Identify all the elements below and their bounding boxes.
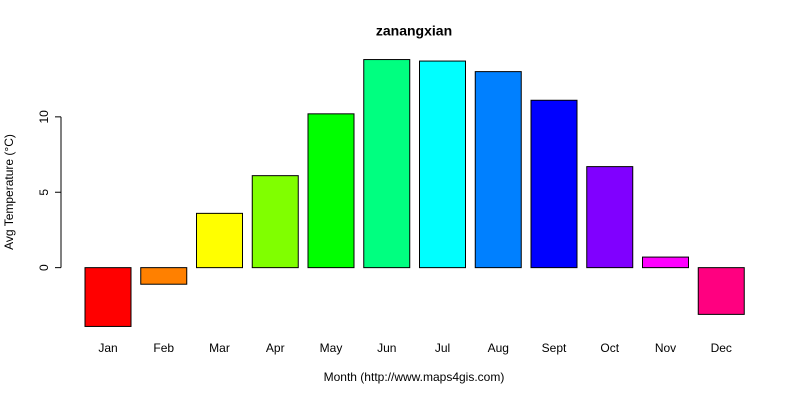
bar bbox=[474, 71, 522, 269]
x-tick-label: Apr bbox=[266, 341, 285, 355]
bar bbox=[196, 212, 243, 269]
bar bbox=[363, 59, 411, 269]
x-tick-label: Jun bbox=[377, 341, 396, 355]
chart-title: zanangxian bbox=[376, 23, 452, 39]
x-tick-label: May bbox=[320, 341, 343, 355]
x-tick-label: Feb bbox=[153, 341, 174, 355]
y-axis-label: Avg Temperature (°C) bbox=[2, 134, 16, 250]
bar bbox=[530, 99, 578, 269]
bar bbox=[307, 113, 355, 269]
x-tick-label: Dec bbox=[711, 341, 732, 355]
x-tick-label: Nov bbox=[655, 341, 676, 355]
bar bbox=[84, 267, 132, 327]
x-axis-label: Month (http://www.maps4gis.com) bbox=[324, 370, 505, 384]
x-tick-label: Mar bbox=[209, 341, 230, 355]
x-tick-label: Sept bbox=[542, 341, 567, 355]
x-tick-label: Aug bbox=[488, 341, 509, 355]
y-tick-label: 5 bbox=[37, 189, 51, 196]
bar bbox=[140, 267, 188, 285]
bar bbox=[642, 256, 689, 269]
x-tick-label: Jul bbox=[435, 341, 450, 355]
x-tick-label: Oct bbox=[600, 341, 619, 355]
y-tick-label: 10 bbox=[37, 110, 51, 124]
x-tick-label: Jan bbox=[98, 341, 117, 355]
bar bbox=[697, 267, 745, 315]
bar bbox=[586, 166, 634, 269]
bar bbox=[251, 175, 299, 269]
y-tick-label: 0 bbox=[37, 264, 51, 271]
bar bbox=[419, 60, 466, 269]
